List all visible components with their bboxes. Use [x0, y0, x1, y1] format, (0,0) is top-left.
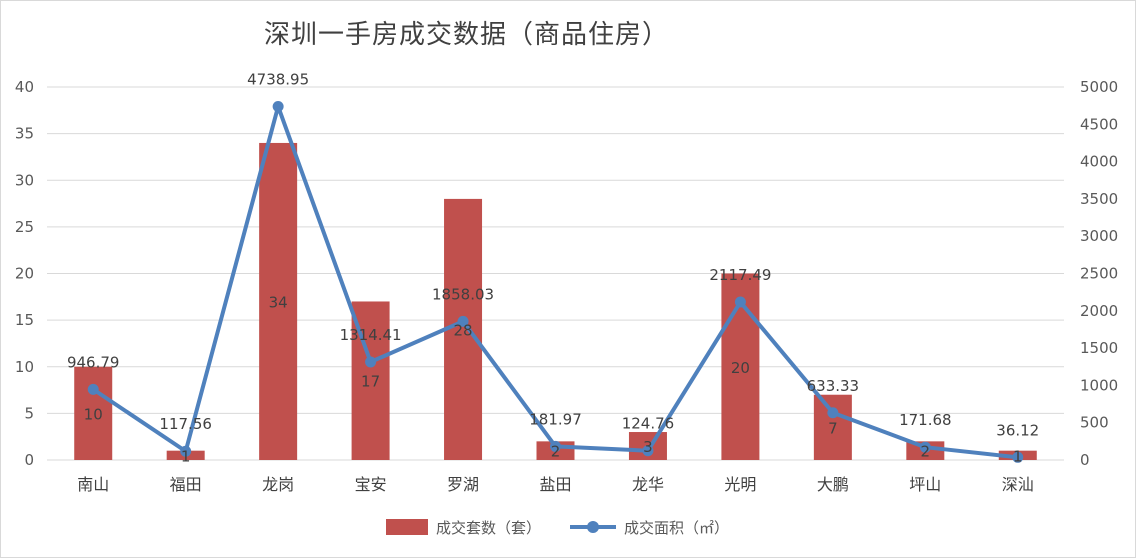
- y-right-tick-label: 4000: [1080, 153, 1118, 171]
- line-point: [180, 445, 192, 457]
- y-left-tick-label: 0: [24, 451, 34, 469]
- bar: [813, 394, 852, 460]
- y-right-tick-label: 4500: [1080, 115, 1118, 133]
- legend-bar-label: 成交套数（套）: [436, 519, 541, 537]
- y-right-tick-label: 2000: [1080, 302, 1118, 320]
- y-left-tick-label: 15: [15, 311, 34, 329]
- bar-data-label: 2: [551, 443, 561, 461]
- line-data-label: 171.68: [899, 411, 952, 429]
- y-left-tick-label: 10: [15, 358, 34, 376]
- y-right-tick-label: 3000: [1080, 227, 1118, 245]
- y-right-tick-label: 500: [1080, 414, 1109, 432]
- y-right-tick-label: 1500: [1080, 339, 1118, 357]
- y-right-tick-label: 0: [1080, 451, 1090, 469]
- y-right-tick-label: 2500: [1080, 265, 1118, 283]
- legend-line-marker: [587, 521, 599, 533]
- line-data-label: 117.56: [159, 415, 212, 433]
- y-left-tick-label: 20: [15, 265, 34, 283]
- line-point: [365, 356, 377, 368]
- chart-title: 深圳一手房成交数据（商品住房）: [264, 20, 670, 50]
- bar: [74, 366, 113, 460]
- x-category-label: 福田: [170, 475, 202, 494]
- line-data-label: 1314.41: [340, 326, 402, 344]
- bar-data-label: 10: [84, 405, 103, 423]
- y-left-tick-label: 30: [15, 171, 34, 189]
- bar-data-label: 7: [828, 419, 838, 437]
- y-left-tick-label: 35: [15, 125, 34, 143]
- x-category-label: 南山: [77, 475, 109, 494]
- bar-data-label: 3: [643, 438, 653, 456]
- bar-data-label: 1: [181, 447, 191, 465]
- line-data-label: 1858.03: [432, 285, 494, 303]
- x-category-label: 宝安: [355, 475, 387, 494]
- line-series-area: [91, 104, 1020, 460]
- line-point: [919, 441, 931, 453]
- y-left-tick-label: 40: [15, 78, 34, 96]
- bar-data-label: 28: [453, 321, 472, 339]
- line-point: [734, 296, 746, 308]
- line-data-label: 946.79: [67, 353, 120, 371]
- y-left-tick-label: 5: [24, 404, 34, 422]
- line-point: [1012, 451, 1024, 463]
- bar: [444, 198, 483, 460]
- legend-line-label: 成交面积（㎡）: [624, 519, 729, 537]
- line-data-label: 2117.49: [709, 266, 771, 284]
- y-left-tick-label: 25: [15, 218, 34, 236]
- x-category-label: 龙华: [632, 475, 664, 494]
- bar-data-label: 20: [731, 359, 750, 377]
- line-data-label: 36.12: [996, 421, 1039, 439]
- line-data-label: 4738.95: [247, 70, 309, 88]
- x-category-label: 盐田: [539, 475, 571, 494]
- line-data-label: 124.76: [622, 415, 675, 433]
- x-category-label: 大鹏: [817, 475, 849, 494]
- bar: [259, 142, 298, 460]
- line-point: [550, 440, 561, 452]
- line-data-label: 181.97: [529, 410, 582, 428]
- line-point: [272, 100, 284, 112]
- legend-bar-swatch: [386, 519, 428, 535]
- bar-data-label: 34: [269, 293, 288, 311]
- line-point: [457, 315, 469, 327]
- bar-data-label: 1: [1013, 447, 1023, 465]
- line-point: [642, 445, 654, 457]
- x-category-label: 罗湖: [447, 475, 479, 494]
- y-right-tick-label: 3500: [1080, 190, 1118, 208]
- y-right-tick-label: 5000: [1080, 78, 1118, 96]
- x-category-label: 坪山: [909, 475, 941, 494]
- line-point: [87, 383, 99, 395]
- x-category-label: 龙岗: [262, 475, 294, 494]
- line-point: [827, 407, 839, 419]
- bar-data-label: 17: [361, 373, 380, 391]
- x-category-label: 光明: [724, 475, 756, 494]
- line-data-label: 633.33: [807, 377, 860, 395]
- y-right-tick-label: 1000: [1080, 376, 1118, 394]
- x-category-label: 深汕: [1002, 475, 1034, 494]
- bar-data-label: 2: [921, 443, 931, 461]
